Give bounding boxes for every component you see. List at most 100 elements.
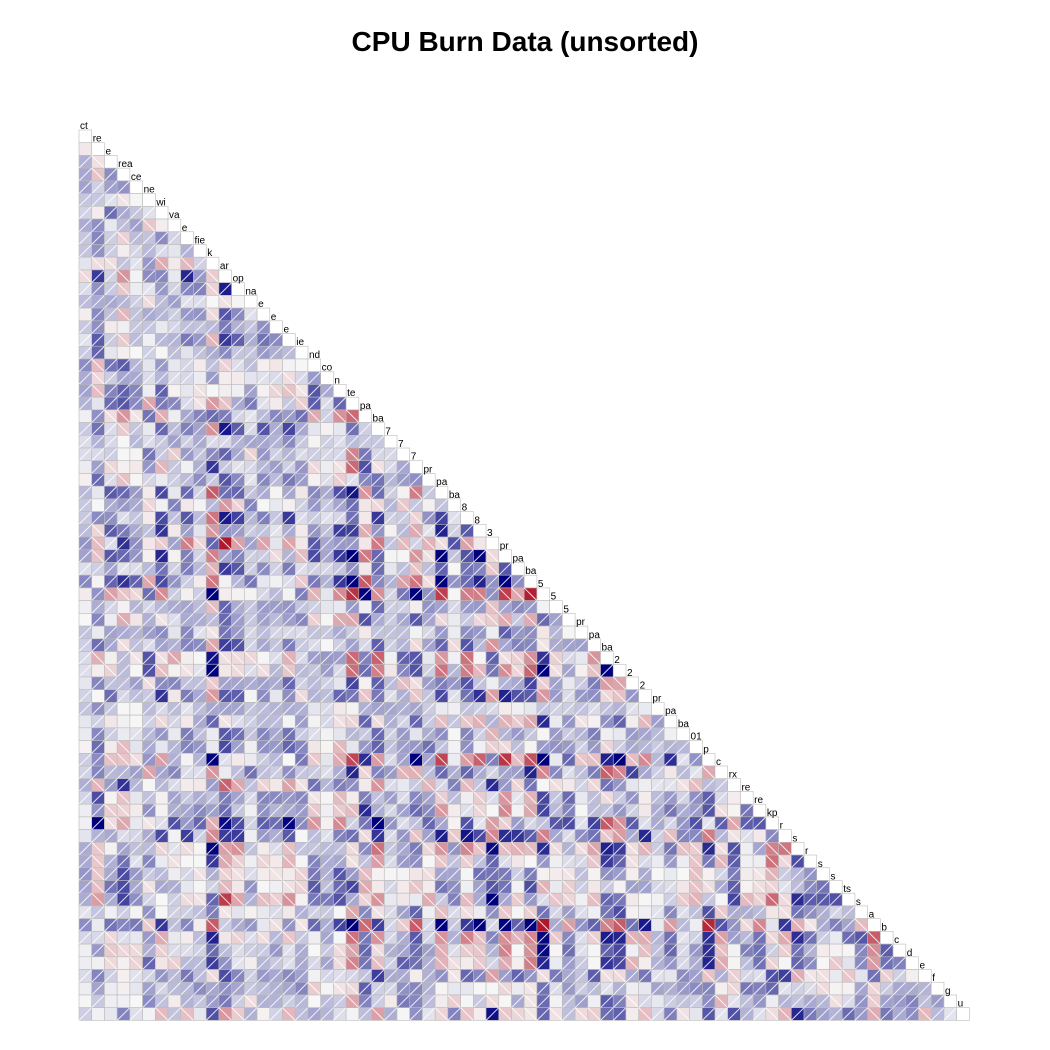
corr-cell bbox=[600, 752, 614, 767]
corr-cell bbox=[460, 651, 474, 665]
corr-cell bbox=[78, 613, 93, 627]
corr-cell bbox=[154, 295, 169, 309]
corr-cell bbox=[116, 663, 131, 678]
corr-cell bbox=[803, 905, 818, 919]
corr-cell bbox=[485, 752, 500, 767]
corr-cell bbox=[282, 434, 296, 449]
corr-cell bbox=[167, 511, 182, 525]
corr-cell bbox=[587, 854, 601, 869]
corr-cell bbox=[269, 727, 283, 741]
corr-cell bbox=[472, 714, 487, 729]
corr-cell bbox=[91, 663, 105, 678]
variable-label: kp bbox=[767, 808, 778, 819]
corr-cell bbox=[180, 676, 194, 691]
corr-cell bbox=[536, 841, 550, 856]
corr-cell bbox=[765, 1007, 779, 1021]
corr-cell bbox=[740, 842, 754, 856]
corr-cell bbox=[193, 536, 207, 551]
corr-cell bbox=[396, 765, 411, 780]
corr-cell bbox=[472, 803, 487, 818]
corr-cell bbox=[256, 447, 271, 462]
corr-cell bbox=[651, 905, 665, 919]
corr-cell bbox=[523, 816, 538, 830]
corr-cell bbox=[307, 969, 321, 983]
corr-cell bbox=[447, 574, 461, 589]
corr-cell bbox=[409, 841, 423, 856]
corr-cell bbox=[193, 613, 207, 627]
corr-cell bbox=[167, 676, 182, 691]
corr-cell bbox=[574, 880, 589, 894]
corr-cell bbox=[154, 931, 169, 945]
corr-cell bbox=[752, 931, 767, 945]
corr-cell bbox=[371, 905, 385, 919]
corr-cell bbox=[409, 931, 423, 945]
corr-cell bbox=[333, 485, 347, 500]
corr-cell bbox=[803, 956, 818, 970]
corr-cell bbox=[880, 969, 894, 983]
corr-cell bbox=[193, 524, 207, 538]
corr-cell bbox=[587, 740, 601, 754]
corr-cell bbox=[129, 320, 143, 334]
corr-cell bbox=[651, 931, 665, 945]
corr-cell bbox=[434, 854, 449, 869]
corr-cell bbox=[167, 638, 182, 652]
corr-cell bbox=[129, 613, 143, 627]
corr-cell bbox=[663, 854, 678, 869]
corr-cell bbox=[142, 536, 156, 551]
corr-cell bbox=[829, 969, 843, 983]
corr-cell bbox=[193, 587, 207, 601]
corr-cell bbox=[307, 803, 322, 818]
corr-cell bbox=[562, 1007, 576, 1021]
corr-cell bbox=[511, 803, 525, 818]
corr-cell bbox=[294, 867, 309, 881]
corr-cell bbox=[523, 892, 538, 907]
corr-cell bbox=[78, 829, 93, 843]
corr-cell bbox=[485, 854, 500, 869]
corr-cell bbox=[269, 523, 283, 538]
corr-cell bbox=[91, 574, 105, 589]
corr-cell bbox=[142, 892, 156, 907]
corr-cell bbox=[91, 714, 105, 729]
corr-cell bbox=[727, 931, 741, 945]
corr-cell bbox=[205, 498, 220, 512]
corr-cell bbox=[282, 460, 296, 474]
corr-cell bbox=[116, 600, 131, 614]
corr-cell bbox=[396, 867, 411, 881]
corr-cell bbox=[473, 1007, 487, 1021]
corr-cell bbox=[727, 803, 741, 818]
corr-cell bbox=[460, 931, 474, 945]
corr-cell bbox=[129, 816, 143, 830]
corr-cell bbox=[218, 765, 232, 780]
corr-cell bbox=[930, 1007, 945, 1021]
corr-cell bbox=[434, 574, 449, 589]
corr-cell bbox=[282, 600, 296, 614]
corr-cell bbox=[244, 574, 258, 589]
corr-cell bbox=[142, 205, 156, 220]
corr-cell bbox=[91, 943, 105, 958]
corr-cell bbox=[269, 918, 283, 932]
corr-cell bbox=[104, 345, 118, 360]
corr-cell bbox=[371, 663, 385, 678]
corr-cell bbox=[116, 702, 131, 716]
corr-cell bbox=[740, 816, 754, 830]
variable-label: pa bbox=[589, 630, 601, 641]
corr-cell bbox=[854, 994, 868, 1009]
corr-cell bbox=[409, 867, 423, 881]
corr-cell bbox=[587, 651, 601, 665]
corr-cell bbox=[549, 791, 563, 805]
corr-cell bbox=[231, 498, 245, 512]
corr-cell bbox=[91, 981, 105, 996]
corr-cell bbox=[472, 880, 487, 894]
corr-cell bbox=[409, 943, 423, 958]
corr-cell bbox=[154, 918, 169, 932]
corr-cell bbox=[282, 1007, 296, 1021]
corr-cell bbox=[371, 460, 385, 474]
corr-cell bbox=[740, 892, 754, 907]
corr-cell bbox=[600, 943, 614, 958]
corr-cell bbox=[180, 384, 194, 398]
corr-cell bbox=[282, 803, 296, 818]
corr-cell bbox=[205, 320, 220, 334]
corr-cell bbox=[472, 549, 487, 563]
corr-cell bbox=[167, 727, 182, 741]
corr-cell bbox=[536, 638, 550, 652]
